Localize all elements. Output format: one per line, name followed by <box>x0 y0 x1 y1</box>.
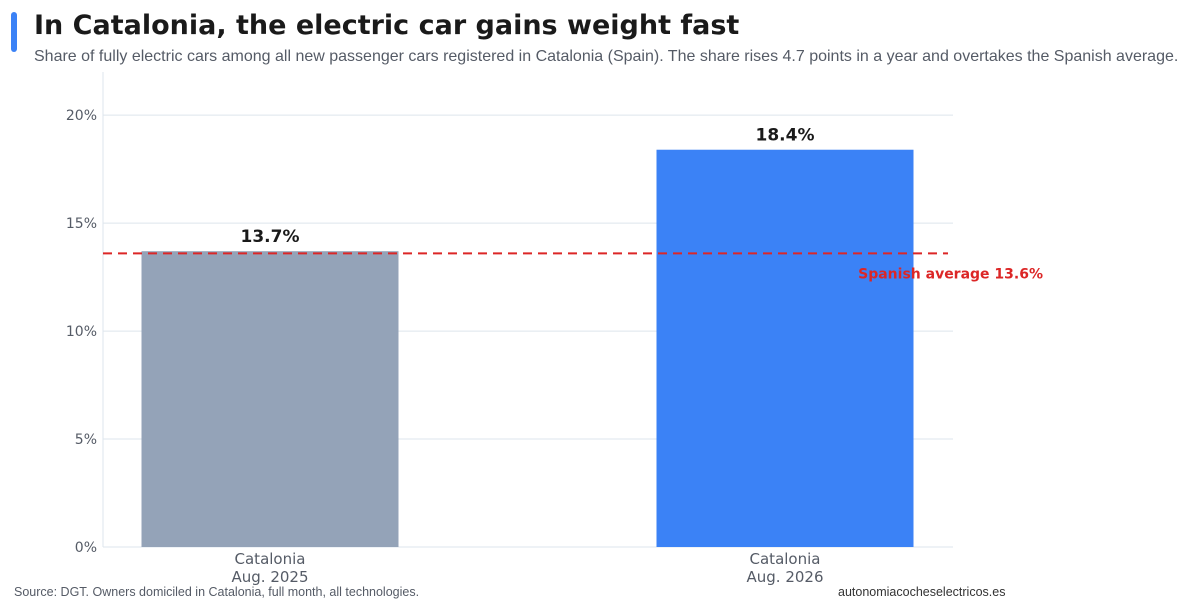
x-tick-label: Aug. 2025 <box>232 568 309 586</box>
title-accent-bar <box>11 12 17 52</box>
chart-subtitle: Share of fully electric cars among all n… <box>34 48 1179 65</box>
source-note: Source: DGT. Owners domiciled in Catalon… <box>14 585 420 599</box>
y-tick-label: 0% <box>75 540 97 556</box>
y-tick-label: 20% <box>66 108 97 124</box>
chart-title: In Catalonia, the electric car gains wei… <box>34 10 740 41</box>
bar-2 <box>656 149 914 547</box>
x-tick-label: Catalonia <box>750 550 821 568</box>
site-credit: autonomiacocheselectricos.es <box>838 585 1006 599</box>
spanish-average-label: Spanish average 13.6% <box>858 266 1043 282</box>
x-tick-label: Catalonia <box>235 550 306 568</box>
data-label: 18.4% <box>756 126 815 146</box>
y-tick-label: 10% <box>66 324 97 340</box>
y-tick-label: 15% <box>66 216 97 232</box>
bar-1 <box>141 251 399 548</box>
x-tick-label: Aug. 2026 <box>747 568 824 586</box>
data-label: 13.7% <box>241 227 300 247</box>
y-tick-label: 5% <box>75 432 97 448</box>
